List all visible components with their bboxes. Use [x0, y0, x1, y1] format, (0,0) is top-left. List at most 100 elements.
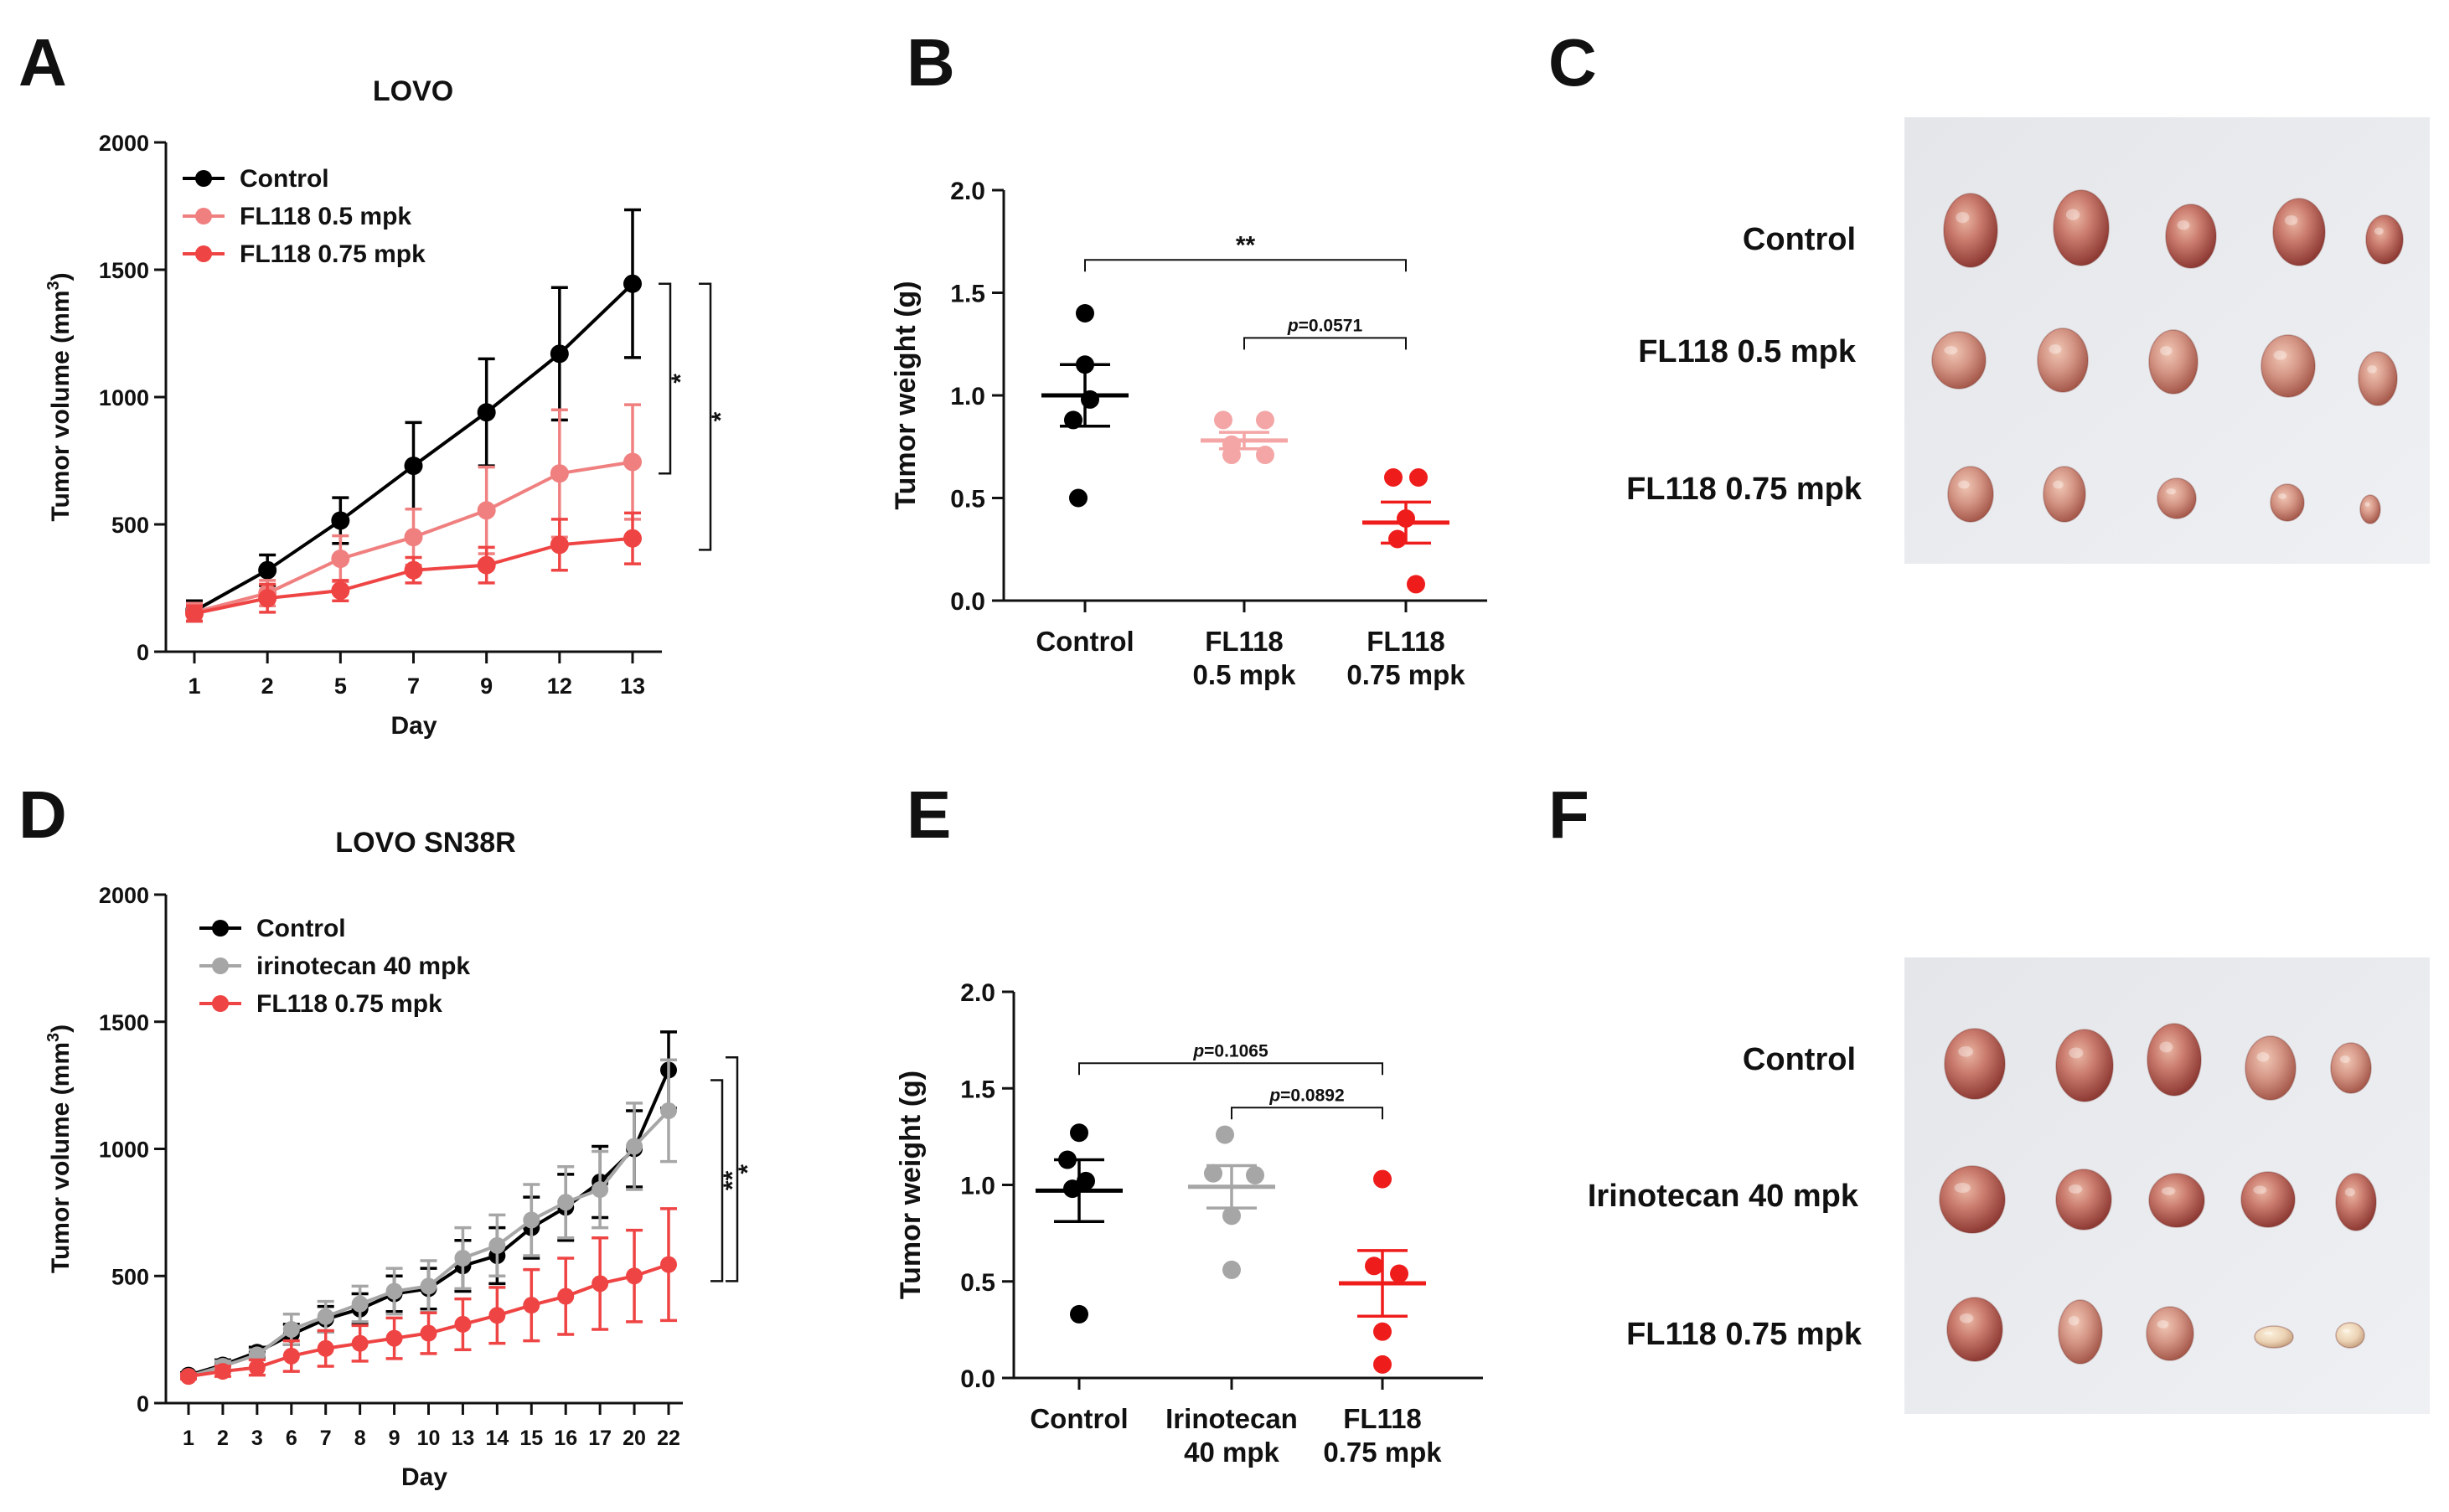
- tumor: [1947, 466, 1994, 523]
- y-tick-label: 1.0: [950, 383, 985, 410]
- tumor: [2359, 494, 2381, 524]
- y-axis-label-sup: 3: [44, 1033, 63, 1042]
- data-point: [623, 452, 642, 472]
- x-tick-label: Control: [1030, 1403, 1128, 1434]
- y-tick-label: 0.5: [950, 486, 985, 513]
- data-point: [557, 1194, 575, 1211]
- tumor: [2335, 1173, 2377, 1231]
- y-tick-label: 1000: [99, 385, 149, 410]
- comparison-label: p=0.0571: [1287, 316, 1363, 335]
- tumor-photo-c: [1904, 117, 2430, 564]
- photo-f-row-label-control: Control: [1743, 1042, 1856, 1077]
- x-tick-label: 10: [417, 1427, 441, 1450]
- tumor: [1944, 1028, 2006, 1100]
- data-point: [282, 1347, 300, 1365]
- tumor-highlight: [2339, 1055, 2350, 1063]
- y-tick-label: 500: [111, 513, 149, 538]
- data-point: [550, 464, 569, 483]
- data-point: [248, 1359, 266, 1376]
- data-point: [488, 1307, 506, 1324]
- tumor-highlight: [2374, 227, 2384, 235]
- tumor: [2358, 351, 2398, 406]
- significance-mark: *: [734, 1164, 762, 1174]
- x-tick-label: 40 mpk: [1184, 1437, 1279, 1468]
- p-value: =0.0571: [1299, 316, 1363, 335]
- comparison-label: p=0.1065: [1192, 1041, 1268, 1060]
- group-fl118-0-5-mpk: [1201, 410, 1288, 465]
- tumor-highlight: [1959, 1313, 1974, 1324]
- x-tick-label: 1: [188, 673, 200, 699]
- chart-e-tumor-weight-lovo-sn38r: 0.0 0.5 1.0 1.5 2.0 Tumor weight (g) Control Ir…: [895, 979, 1483, 1468]
- data-point: [523, 1211, 540, 1229]
- x-tick-label: 7: [407, 673, 420, 699]
- tumor-highlight: [1944, 346, 1958, 355]
- data-point: [454, 1315, 472, 1333]
- data-point: [1397, 509, 1415, 528]
- series-control: [185, 208, 642, 623]
- y-axis-label-close: ): [47, 1024, 75, 1033]
- legend-label: FL118 0.75 mpk: [240, 240, 426, 268]
- tumor: [2254, 1325, 2294, 1349]
- data-point: [317, 1308, 334, 1325]
- y-tick-label: 2.0: [950, 178, 985, 205]
- x-tick-label: Control: [1036, 626, 1134, 657]
- x-tick-label: 13: [620, 673, 645, 699]
- data-point: [214, 1363, 231, 1380]
- x-tick-label: 12: [547, 673, 572, 699]
- x-tick-label: 0.5 mpk: [1193, 659, 1297, 690]
- panel-label-e: E: [907, 777, 951, 852]
- data-point: [258, 560, 277, 580]
- panel-label-f: F: [1548, 777, 1589, 852]
- p-value: =0.0892: [1280, 1086, 1345, 1105]
- comparison-bracket: [1084, 259, 1407, 272]
- y-tick-label: 2000: [99, 131, 149, 156]
- y-tick-label: 0: [137, 1391, 149, 1417]
- tumor: [1939, 1165, 2006, 1234]
- data-point: [282, 1320, 300, 1338]
- data-point: [180, 1368, 197, 1386]
- x-tick-label: 15: [519, 1427, 543, 1450]
- tumor-highlight: [2253, 1185, 2267, 1195]
- tumor-highlight: [2157, 1320, 2169, 1329]
- p-symbol: p: [1268, 1086, 1280, 1105]
- data-point: [351, 1334, 369, 1352]
- group-control: [1036, 1123, 1123, 1324]
- photo-panel-c: Control FL118 0.5 mpk FL118 0.75 mpk: [1626, 117, 2430, 564]
- group-fl118-0-75-mpk: [1362, 468, 1449, 594]
- data-point: [185, 604, 204, 623]
- group-fl118-0-75-mpk: [1339, 1169, 1426, 1374]
- data-point: [1256, 410, 1274, 430]
- series-fl118-0-75-mpk: [180, 1207, 677, 1386]
- tumor: [2146, 1306, 2194, 1361]
- data-point: [317, 1339, 334, 1357]
- data-point: [1222, 1206, 1241, 1226]
- panel-label-a: A: [18, 25, 67, 100]
- data-point: [1076, 304, 1094, 323]
- photo-f-row-label-irinotecan: Irinotecan 40 mpk: [1588, 1179, 1859, 1214]
- data-point: [1216, 1125, 1234, 1144]
- tumor-highlight: [2364, 502, 2370, 507]
- y-axis-label: Tumor weight (g): [895, 1071, 927, 1299]
- legend-label: Control: [240, 165, 329, 193]
- tumor: [2043, 466, 2086, 523]
- x-tick-label: 0.75 mpk: [1323, 1437, 1442, 1468]
- significance-mark: **: [719, 1170, 747, 1190]
- y-axis-label-sup: 3: [44, 281, 63, 290]
- data-point: [331, 511, 350, 530]
- x-tick-label: FL118: [1367, 626, 1445, 657]
- legend-label: Control: [256, 915, 346, 942]
- data-point: [351, 1295, 369, 1313]
- data-point: [1373, 1355, 1392, 1374]
- comparison-bracket: [1231, 1107, 1383, 1120]
- y-tick-label: 1.5: [960, 1076, 995, 1103]
- photo-f-row-label-fl118-075: FL118 0.75 mpk: [1626, 1317, 1863, 1352]
- x-tick-label: 5: [334, 673, 347, 699]
- tumor-highlight: [2159, 1041, 2173, 1053]
- group-irinotecan-40-mpk: [1188, 1125, 1275, 1279]
- tumor-highlight: [2068, 1184, 2083, 1194]
- data-point: [1064, 410, 1082, 430]
- tumor-highlight: [2284, 215, 2298, 225]
- y-tick-label: 0.5: [960, 1269, 995, 1297]
- data-point: [557, 1288, 575, 1305]
